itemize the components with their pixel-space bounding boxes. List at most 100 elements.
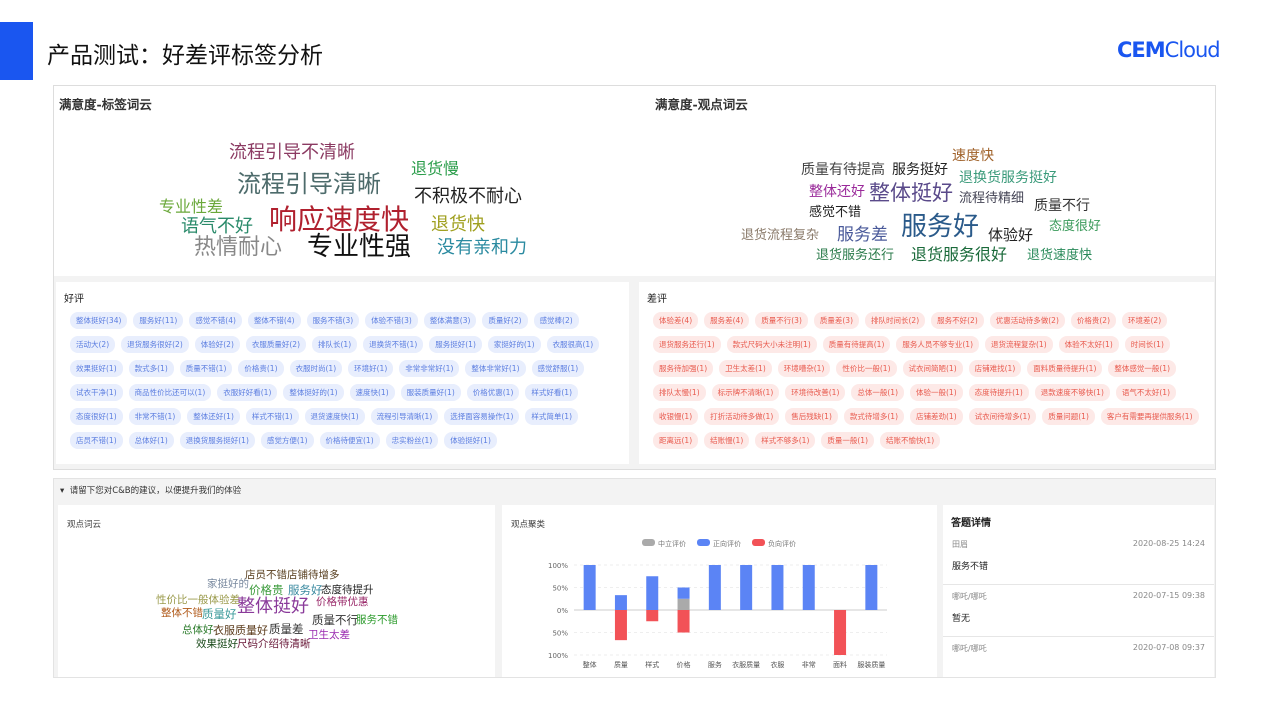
bad-review-tag[interactable]: 售后残缺(1) xyxy=(785,407,838,425)
good-review-tag[interactable]: 服务不错(3) xyxy=(306,311,360,329)
good-review-tag[interactable]: 速度快(1) xyxy=(349,383,395,401)
legend-label[interactable]: 中立评价 xyxy=(658,539,686,548)
legend-label[interactable]: 正向评价 xyxy=(713,539,741,548)
bad-review-tag[interactable]: 排队太慢(1) xyxy=(653,383,706,401)
good-review-tag[interactable]: 排队长(1) xyxy=(312,335,358,353)
bar-正向评价[interactable] xyxy=(865,565,878,610)
good-review-tag[interactable]: 质量好(2) xyxy=(482,311,528,329)
bad-review-tag[interactable]: 服务差(4) xyxy=(704,311,750,329)
good-review-tag[interactable]: 退换货不错(1) xyxy=(363,335,424,353)
bad-review-tag[interactable]: 优惠活动待多做(2) xyxy=(989,311,1065,329)
good-review-tag[interactable]: 退换货服务挺好(1) xyxy=(179,431,255,449)
collapse-caret-icon[interactable]: ▾ xyxy=(60,486,65,496)
legend-swatch[interactable] xyxy=(752,539,765,546)
suggestion-header[interactable]: ▾ 请留下您对C&B的建议，以便提升我们的体验 xyxy=(60,486,242,496)
good-review-tag[interactable]: 感觉不错(4) xyxy=(189,311,242,329)
bar-正向评价[interactable] xyxy=(614,595,627,610)
bad-review-tag[interactable]: 质量不行(3) xyxy=(755,311,808,329)
bad-review-tag[interactable]: 总体一般(1) xyxy=(851,383,904,401)
good-review-tag[interactable]: 整体不错(4) xyxy=(247,311,301,329)
good-review-tag[interactable]: 样式简单(1) xyxy=(525,407,578,425)
good-review-tag[interactable]: 样式好看(1) xyxy=(525,383,578,401)
good-review-tag[interactable]: 整体非常好(1) xyxy=(465,359,526,377)
bar-负向评价[interactable] xyxy=(677,610,690,633)
bad-review-tag[interactable]: 退货流程复杂(1) xyxy=(985,335,1053,353)
bad-review-tag[interactable]: 距离远(1) xyxy=(653,431,699,449)
good-review-tag[interactable]: 样式不错(1) xyxy=(245,407,299,425)
bar-负向评价[interactable] xyxy=(646,610,659,622)
answer-item[interactable]: 田眉 2020-08-25 14:24 服务不错 xyxy=(943,533,1214,585)
good-review-tag[interactable]: 价格待便宜(1) xyxy=(319,431,380,449)
good-review-tag[interactable]: 衣服质量好(2) xyxy=(245,335,306,353)
answer-item[interactable]: 哪吒/哪吒 2020-07-15 09:38 暂无 xyxy=(943,585,1214,637)
bar-正向评价[interactable] xyxy=(802,565,815,610)
bad-review-tag[interactable]: 打折活动待多做(1) xyxy=(704,407,780,425)
legend-swatch[interactable] xyxy=(642,539,655,546)
bad-review-tag[interactable]: 质量一般(1) xyxy=(821,431,874,449)
good-review-tag[interactable]: 服装质量好(1) xyxy=(400,383,461,401)
bar-正向评价[interactable] xyxy=(677,587,690,599)
bad-review-tag[interactable]: 服务待加强(1) xyxy=(653,359,714,377)
good-review-tag[interactable]: 退货服务很好(2) xyxy=(121,335,189,353)
good-review-tag[interactable]: 商品性价比还可以(1) xyxy=(128,383,212,401)
bad-review-tag[interactable]: 体验不太好(1) xyxy=(1058,335,1119,353)
good-review-tag[interactable]: 试衣干净(1) xyxy=(70,383,123,401)
good-review-tag[interactable]: 感觉舒服(1) xyxy=(531,359,585,377)
good-review-tag[interactable]: 店员不错(1) xyxy=(70,431,123,449)
bad-review-tag[interactable]: 款式尺码大小未注明(1) xyxy=(726,335,817,353)
good-review-tag[interactable]: 价格贵(1) xyxy=(238,359,284,377)
good-review-tag[interactable]: 选择面容易操作(1) xyxy=(444,407,520,425)
bad-review-tag[interactable]: 退货服务还行(1) xyxy=(653,335,721,353)
bad-review-tag[interactable]: 质量问题(1) xyxy=(1042,407,1095,425)
bad-review-tag[interactable]: 收银慢(1) xyxy=(653,407,699,425)
bad-review-tag[interactable]: 试衣间简陋(1) xyxy=(902,359,963,377)
good-review-tag[interactable]: 感觉棒(2) xyxy=(533,311,579,329)
good-review-tag[interactable]: 忠实粉丝(1) xyxy=(385,431,439,449)
bar-负向评价[interactable] xyxy=(614,610,627,641)
legend-label[interactable]: 负向评价 xyxy=(768,539,796,548)
good-review-tag[interactable]: 体验好(2) xyxy=(194,335,240,353)
bad-review-tag[interactable]: 款式待增多(1) xyxy=(843,407,904,425)
bad-review-tag[interactable]: 服务不好(2) xyxy=(931,311,984,329)
good-review-tag[interactable]: 整体还好(1) xyxy=(187,407,240,425)
good-review-tag[interactable]: 非常非常好(1) xyxy=(399,359,460,377)
bad-review-tag[interactable]: 时间长(1) xyxy=(1124,335,1170,353)
bad-review-tag[interactable]: 质量有待提高(1) xyxy=(822,335,891,353)
answer-item[interactable]: 哪吒/哪吒 2020-07-08 09:37 xyxy=(943,637,1214,689)
bad-review-tag[interactable]: 面料质量待提升(1) xyxy=(1027,359,1103,377)
bad-review-tag[interactable]: 环境嘈杂(1) xyxy=(777,359,831,377)
bar-正向评价[interactable] xyxy=(708,565,721,610)
bad-review-tag[interactable]: 性价比一般(1) xyxy=(836,359,897,377)
good-review-tag[interactable]: 衣服好好看(1) xyxy=(217,383,278,401)
bad-review-tag[interactable]: 结账慢(1) xyxy=(704,431,750,449)
good-review-tag[interactable]: 服务挺好(1) xyxy=(429,335,482,353)
good-review-tag[interactable]: 价格优惠(1) xyxy=(466,383,520,401)
bad-review-tag[interactable]: 卫生太差(1) xyxy=(719,359,772,377)
good-review-tag[interactable]: 家挺好的(1) xyxy=(487,335,541,353)
bad-review-tag[interactable]: 店铺差劲(1) xyxy=(910,407,963,425)
bad-review-tag[interactable]: 客户有需要再提供服务(1) xyxy=(1100,407,1199,425)
bad-review-tag[interactable]: 店铺难找(1) xyxy=(968,359,1022,377)
bar-正向评价[interactable] xyxy=(646,576,659,610)
bad-review-tag[interactable]: 环境待改善(1) xyxy=(785,383,846,401)
good-review-tag[interactable]: 态度很好(1) xyxy=(70,407,123,425)
bar-正向评价[interactable] xyxy=(771,565,784,610)
good-review-tag[interactable]: 整体挺好的(1) xyxy=(283,383,344,401)
good-review-tag[interactable]: 效果挺好(1) xyxy=(70,359,123,377)
good-review-tag[interactable]: 感觉方便(1) xyxy=(260,431,314,449)
good-review-tag[interactable]: 退货速度快(1) xyxy=(304,407,365,425)
good-review-tag[interactable]: 衣服很高(1) xyxy=(546,335,600,353)
good-review-tag[interactable]: 质量不错(1) xyxy=(179,359,233,377)
bad-review-tag[interactable]: 态度待提升(1) xyxy=(968,383,1029,401)
good-review-tag[interactable]: 流程引导清晰(1) xyxy=(370,407,439,425)
bad-review-tag[interactable]: 样式不够多(1) xyxy=(755,431,816,449)
bar-中立评价[interactable] xyxy=(677,598,690,610)
bad-review-tag[interactable]: 语气不太好(1) xyxy=(1115,383,1176,401)
good-review-tag[interactable]: 活动大(2) xyxy=(70,335,116,353)
bad-review-tag[interactable]: 结账不愉快(1) xyxy=(880,431,941,449)
good-review-tag[interactable]: 体验挺好(1) xyxy=(444,431,497,449)
bad-review-tag[interactable]: 服务人员不够专业(1) xyxy=(896,335,979,353)
bad-review-tag[interactable]: 标示牌不清晰(1) xyxy=(711,383,780,401)
good-review-tag[interactable]: 整体挺好(34) xyxy=(70,311,128,329)
bad-review-tag[interactable]: 整体感觉一般(1) xyxy=(1108,359,1176,377)
